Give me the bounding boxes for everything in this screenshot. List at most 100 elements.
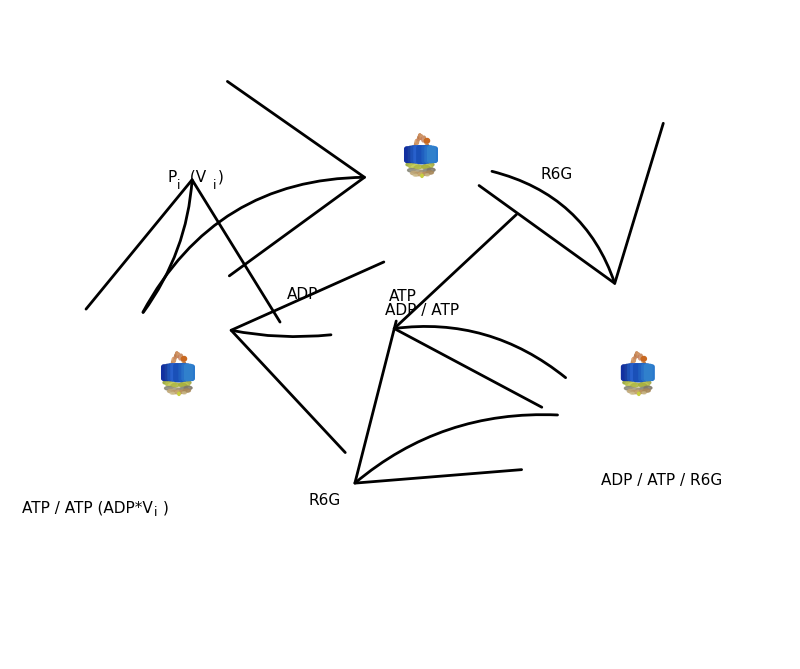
Text: R6G: R6G — [309, 494, 341, 508]
FancyArrowPatch shape — [143, 82, 365, 312]
Ellipse shape — [423, 169, 431, 173]
Ellipse shape — [178, 383, 187, 387]
Ellipse shape — [409, 163, 417, 168]
FancyBboxPatch shape — [642, 364, 650, 381]
Ellipse shape — [625, 387, 632, 390]
FancyBboxPatch shape — [417, 146, 425, 163]
Ellipse shape — [182, 380, 191, 384]
Ellipse shape — [421, 174, 423, 177]
FancyBboxPatch shape — [185, 365, 192, 381]
FancyBboxPatch shape — [176, 364, 184, 381]
FancyArrowPatch shape — [355, 321, 558, 483]
Text: ): ) — [162, 501, 168, 516]
Text: i: i — [177, 179, 180, 192]
FancyBboxPatch shape — [411, 146, 418, 163]
Ellipse shape — [184, 386, 192, 389]
Ellipse shape — [182, 392, 186, 394]
FancyBboxPatch shape — [182, 364, 190, 381]
Ellipse shape — [628, 383, 637, 387]
FancyArrowPatch shape — [86, 180, 280, 322]
Ellipse shape — [180, 387, 188, 391]
Ellipse shape — [426, 174, 429, 176]
FancyArrowPatch shape — [479, 123, 663, 284]
Ellipse shape — [169, 387, 176, 391]
FancyBboxPatch shape — [425, 146, 433, 163]
Ellipse shape — [178, 392, 180, 395]
FancyBboxPatch shape — [186, 365, 194, 381]
FancyBboxPatch shape — [405, 147, 413, 163]
Ellipse shape — [414, 165, 422, 169]
Text: ADP / ATP: ADP / ATP — [385, 303, 459, 318]
Ellipse shape — [642, 392, 646, 394]
Ellipse shape — [183, 389, 190, 392]
Ellipse shape — [167, 389, 174, 393]
Ellipse shape — [424, 163, 433, 168]
FancyArrowPatch shape — [394, 215, 566, 407]
Ellipse shape — [410, 171, 418, 175]
Ellipse shape — [406, 162, 414, 166]
Text: ADP / ATP / R6G: ADP / ATP / R6G — [601, 473, 722, 488]
Ellipse shape — [639, 390, 646, 393]
Ellipse shape — [166, 381, 174, 386]
FancyBboxPatch shape — [636, 364, 644, 381]
FancyBboxPatch shape — [646, 365, 654, 381]
Ellipse shape — [182, 381, 190, 386]
Ellipse shape — [632, 388, 640, 392]
FancyBboxPatch shape — [427, 147, 435, 163]
FancyBboxPatch shape — [422, 146, 430, 163]
Ellipse shape — [644, 386, 652, 389]
FancyBboxPatch shape — [171, 364, 178, 381]
Ellipse shape — [168, 383, 177, 387]
Ellipse shape — [173, 388, 180, 392]
FancyBboxPatch shape — [414, 146, 422, 163]
FancyArrowPatch shape — [231, 262, 384, 452]
FancyBboxPatch shape — [179, 364, 186, 381]
Ellipse shape — [180, 383, 188, 387]
FancyBboxPatch shape — [634, 364, 642, 381]
Text: i: i — [154, 506, 158, 519]
Circle shape — [641, 357, 646, 361]
Ellipse shape — [636, 388, 644, 391]
Ellipse shape — [414, 174, 418, 176]
Ellipse shape — [411, 170, 419, 173]
Ellipse shape — [427, 168, 435, 172]
Text: ATP / ATP (ADP*V: ATP / ATP (ADP*V — [22, 501, 153, 516]
Text: R6G: R6G — [541, 167, 573, 182]
Ellipse shape — [165, 387, 173, 390]
FancyBboxPatch shape — [168, 364, 175, 381]
Text: ADP: ADP — [286, 288, 318, 302]
FancyBboxPatch shape — [419, 146, 427, 163]
Ellipse shape — [426, 162, 434, 166]
FancyBboxPatch shape — [645, 365, 652, 381]
Ellipse shape — [627, 389, 634, 393]
Ellipse shape — [643, 389, 650, 392]
Ellipse shape — [176, 388, 184, 391]
Ellipse shape — [415, 170, 423, 174]
Ellipse shape — [423, 165, 431, 169]
Ellipse shape — [411, 165, 419, 169]
Circle shape — [182, 357, 186, 361]
FancyBboxPatch shape — [622, 365, 630, 381]
Ellipse shape — [623, 380, 631, 384]
FancyBboxPatch shape — [625, 365, 633, 381]
Ellipse shape — [171, 383, 179, 387]
Ellipse shape — [179, 390, 186, 393]
Ellipse shape — [635, 391, 642, 394]
Ellipse shape — [630, 392, 634, 394]
Ellipse shape — [631, 391, 638, 393]
Ellipse shape — [175, 391, 182, 394]
Ellipse shape — [640, 383, 648, 387]
Text: i: i — [213, 179, 216, 192]
Ellipse shape — [642, 380, 651, 384]
Ellipse shape — [418, 173, 426, 176]
Ellipse shape — [638, 392, 640, 395]
Ellipse shape — [638, 383, 647, 387]
Ellipse shape — [642, 381, 650, 386]
Text: (V: (V — [185, 170, 206, 185]
Ellipse shape — [640, 387, 648, 391]
Text: ): ) — [218, 170, 224, 185]
Text: P: P — [167, 170, 177, 185]
Ellipse shape — [407, 169, 415, 172]
Ellipse shape — [626, 381, 634, 386]
FancyBboxPatch shape — [628, 364, 635, 381]
